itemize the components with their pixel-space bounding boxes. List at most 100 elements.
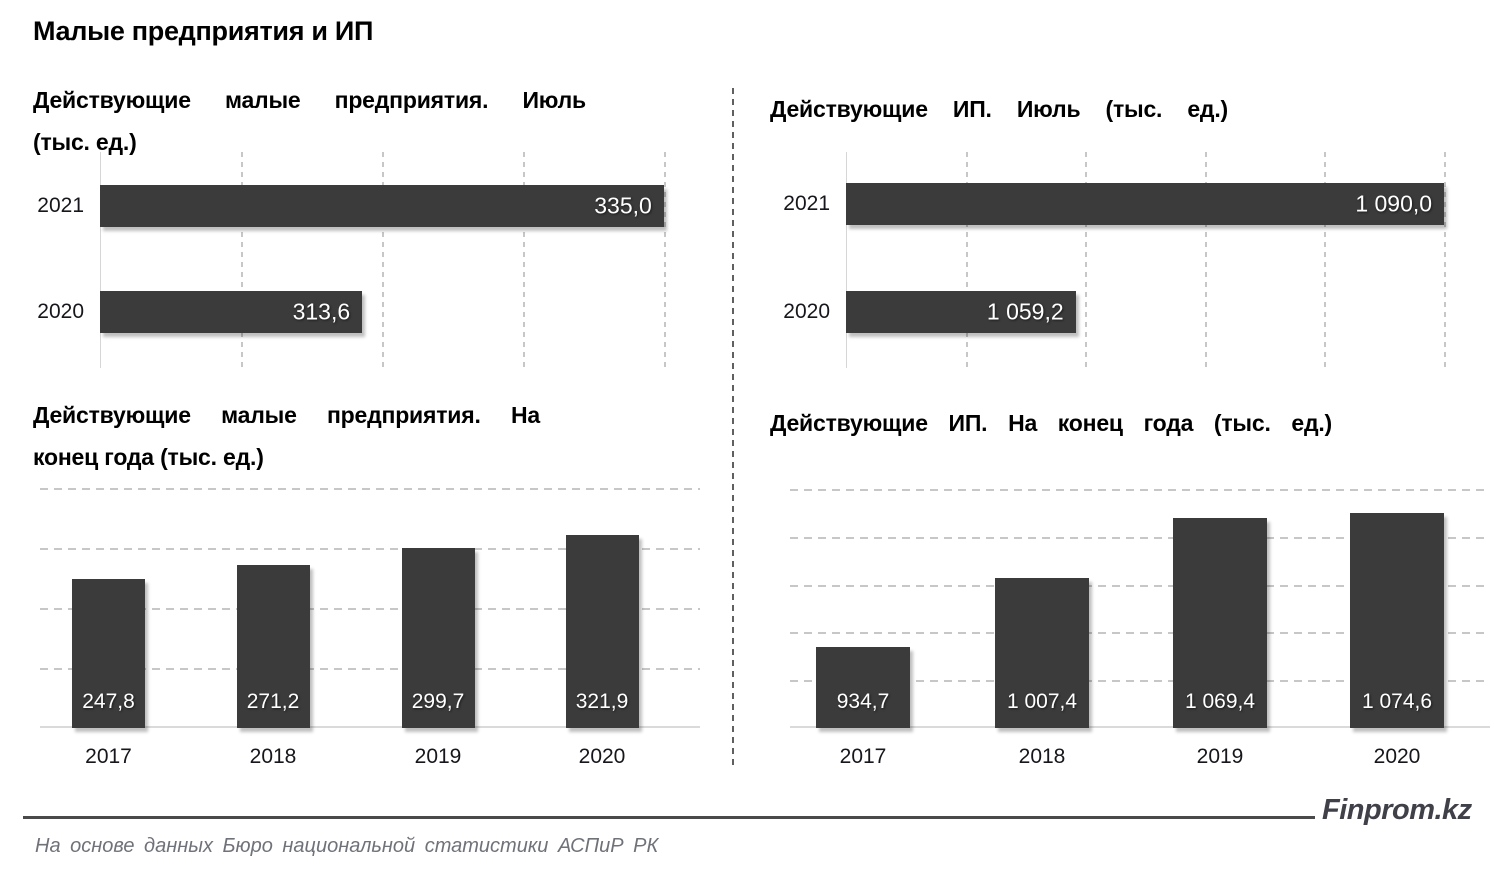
year-label: 2019	[1196, 745, 1244, 768]
gridline	[965, 152, 968, 368]
year-label: 2021	[37, 194, 84, 217]
gridline	[40, 608, 700, 610]
gridline	[790, 489, 1490, 492]
value-label: 247,8	[82, 689, 135, 713]
value-label: 1 074,6	[1361, 689, 1433, 713]
title-word: Действующие	[770, 96, 928, 122]
bar-2018: 1 007,4	[995, 577, 1089, 728]
plot-ip-july: 1 090,0 1 059,2 2021 2020	[770, 152, 1468, 368]
x-axis-baseline	[40, 726, 700, 728]
plot-ip-year-end: 934,7 2017 1 007,4 2018 1 069,4 2019 1 074,6 20…	[790, 470, 1490, 768]
value-label: 313,6	[292, 298, 351, 325]
gridline	[790, 680, 1490, 683]
title-word: конец	[1057, 410, 1123, 436]
year-label: 2020	[37, 300, 84, 323]
title-word: (тыс.	[1213, 410, 1271, 436]
year-label: 2017	[839, 745, 887, 768]
value-label: 1 007,4	[1006, 689, 1078, 713]
bar-2017: 934,7	[816, 647, 910, 728]
title-word: Действующие	[33, 87, 191, 113]
gridline	[1444, 152, 1447, 368]
footer-rule	[23, 816, 1315, 819]
bar-2017: 247,8	[72, 579, 145, 728]
value-label: 299,7	[411, 689, 465, 713]
title-word: Действующие	[770, 410, 928, 436]
gridline	[40, 548, 700, 550]
title-word: Июль	[522, 87, 586, 113]
title-word: года	[1143, 410, 1194, 436]
value-label: 1 090,0	[1355, 190, 1433, 217]
plot-small-enterprises-july: 335,0 313,6 2021 2020	[24, 152, 692, 368]
year-label: 2020	[578, 745, 626, 768]
y-axis-line	[100, 152, 101, 368]
year-label: 2020	[783, 300, 830, 323]
bar-2019: 299,7	[401, 548, 475, 728]
value-label: 271,2	[246, 689, 300, 713]
title-word: ИП.	[952, 96, 992, 122]
title-word: Июль	[1016, 96, 1081, 122]
bar-2018: 271,2	[236, 565, 310, 728]
gridline	[790, 536, 1490, 539]
gridline	[1324, 152, 1327, 368]
title-small-enterprises-year-end: Действующие малые предприятия. На конец года…	[33, 401, 540, 485]
title-word: предприятия.	[334, 87, 489, 113]
year-label: 2018	[1018, 745, 1066, 768]
title-ip-year-end: Действующие ИП. На конец года (тыс. ед.)	[770, 409, 1332, 451]
title-word: ед.)	[1187, 96, 1228, 122]
gridline	[40, 488, 700, 490]
title-word: малые	[224, 87, 301, 113]
gridline	[240, 152, 243, 368]
year-label: 2020	[1373, 745, 1421, 768]
chart-title-line: Действующие ИП. Июль (тыс. ед.)	[770, 95, 1228, 123]
bar-2020: 313,6	[100, 291, 363, 333]
gridline	[381, 152, 384, 368]
year-label: 2021	[783, 192, 830, 215]
gridline	[522, 152, 525, 368]
chart-title-line: конец года (тыс. ед.)	[33, 444, 264, 470]
source-note: На основе данных Бюро национальной стати…	[35, 835, 659, 857]
value-label: 335,0	[594, 192, 652, 219]
chart-title-line: (тыс. ед.)	[33, 129, 137, 155]
title-word: предприятия.	[326, 402, 481, 428]
brand-logo: Finprom.kz	[1322, 794, 1472, 826]
gridline	[1085, 152, 1088, 368]
title-word: На	[1008, 410, 1038, 436]
chart-title-line: Действующие малые предприятия. На	[33, 401, 540, 429]
gridline	[663, 152, 666, 368]
bar-2019: 1 069,4	[1173, 518, 1267, 728]
year-label: 2018	[249, 745, 297, 768]
bar-2020: 321,9	[565, 534, 639, 728]
value-label: 1 059,2	[986, 298, 1064, 325]
title-word: На	[510, 402, 540, 428]
value-label: 321,9	[575, 689, 629, 713]
column-divider	[732, 88, 734, 768]
title-word: (тыс.	[1105, 96, 1163, 122]
bar-2020: 1 074,6	[1350, 513, 1444, 728]
value-label: 934,7	[836, 689, 890, 713]
x-axis-baseline	[790, 726, 1490, 728]
value-label: 1 069,4	[1184, 689, 1256, 713]
page-title: Малые предприятия и ИП	[33, 16, 374, 46]
title-small-enterprises-july: Действующие малые предприятия. Июль (тыс. ед…	[33, 86, 586, 170]
title-word: ИП.	[948, 410, 988, 436]
bar-track: 1 090,0 1 059,2	[846, 152, 1468, 368]
bar-2021: 335,0	[100, 185, 664, 227]
gridline	[790, 584, 1490, 587]
y-axis-line	[846, 152, 847, 368]
gridline	[1204, 152, 1207, 368]
title-ip-july: Действующие ИП. Июль (тыс. ед.)	[770, 95, 1228, 137]
plot-small-enterprises-year-end: 247,8 2017 271,2 2018 299,7 2019 321,9 2020	[40, 470, 700, 768]
title-word: малые	[221, 402, 297, 428]
bar-track: 335,0 313,6	[100, 152, 692, 368]
title-word: ед.)	[1291, 410, 1332, 436]
year-label: 2017	[85, 745, 132, 768]
bar-2021: 1 090,0	[846, 183, 1445, 225]
title-word: Действующие	[33, 402, 191, 428]
gridline	[790, 632, 1490, 635]
gridline	[40, 668, 700, 670]
bar-2020: 1 059,2	[846, 291, 1076, 333]
chart-title-line: Действующие ИП. На конец года (тыс. ед.)	[770, 409, 1332, 437]
year-label: 2019	[414, 745, 462, 768]
chart-title-line: Действующие малые предприятия. Июль	[33, 86, 586, 114]
